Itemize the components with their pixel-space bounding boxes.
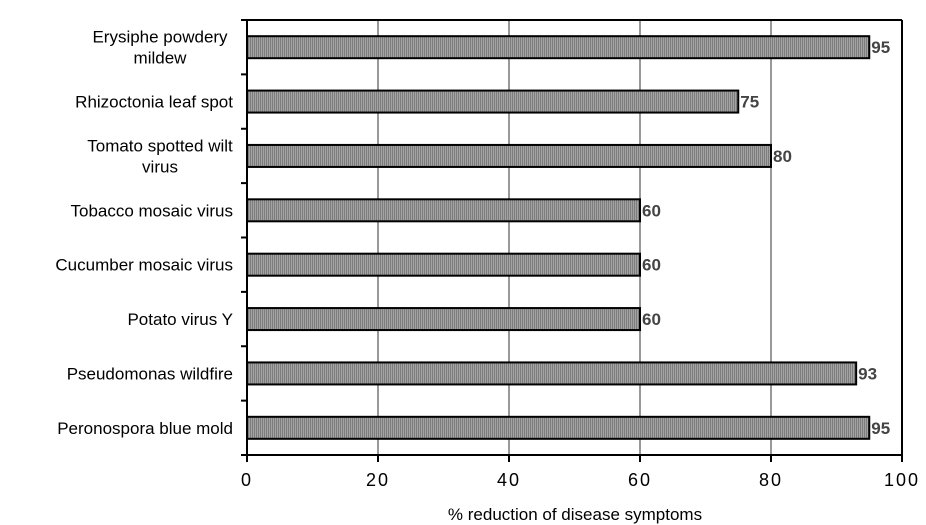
bar <box>246 35 871 60</box>
x-tick-label: 20 <box>366 470 390 490</box>
bar <box>246 143 772 168</box>
category-label: virus <box>142 157 178 176</box>
gridlines <box>377 20 772 455</box>
category-label: Peronospora blue mold <box>57 419 233 438</box>
x-tick-label: 100 <box>884 470 920 490</box>
axes <box>241 19 903 462</box>
x-tick-label: 60 <box>628 470 652 490</box>
category-label: Cucumber mosaic virus <box>55 256 233 275</box>
bar <box>246 252 641 277</box>
data-label: 60 <box>642 256 661 275</box>
bar <box>246 198 641 223</box>
x-tick-label: 80 <box>759 470 783 490</box>
x-tick-label: 40 <box>497 470 521 490</box>
x-tick-label: 0 <box>241 470 253 490</box>
category-label: Pseudomonas wildfire <box>67 364 233 383</box>
bar <box>246 361 858 386</box>
data-label: 60 <box>642 201 661 220</box>
data-label: 95 <box>871 38 890 57</box>
category-label: mildew <box>134 49 188 68</box>
category-label: Tobacco mosaic virus <box>70 201 233 220</box>
bar <box>246 89 740 114</box>
category-label: Rhizoctonia leaf spot <box>75 93 233 112</box>
bars <box>246 35 871 440</box>
data-label: 80 <box>773 147 792 166</box>
x-axis-title: % reduction of disease symptoms <box>448 505 702 524</box>
data-label: 60 <box>642 310 661 329</box>
category-label: Potato virus Y <box>127 310 233 329</box>
category-label: Tomato spotted wilt <box>87 136 233 155</box>
bar <box>246 415 871 440</box>
data-label: 75 <box>740 93 759 112</box>
category-label: Erysiphe powdery <box>92 28 228 47</box>
data-label: 95 <box>871 419 890 438</box>
bar <box>246 307 641 332</box>
labels: 95 75 80 60 60 60 93 95 Erysiphe powdery mildew Rh… <box>55 28 920 490</box>
data-label: 93 <box>858 364 877 383</box>
